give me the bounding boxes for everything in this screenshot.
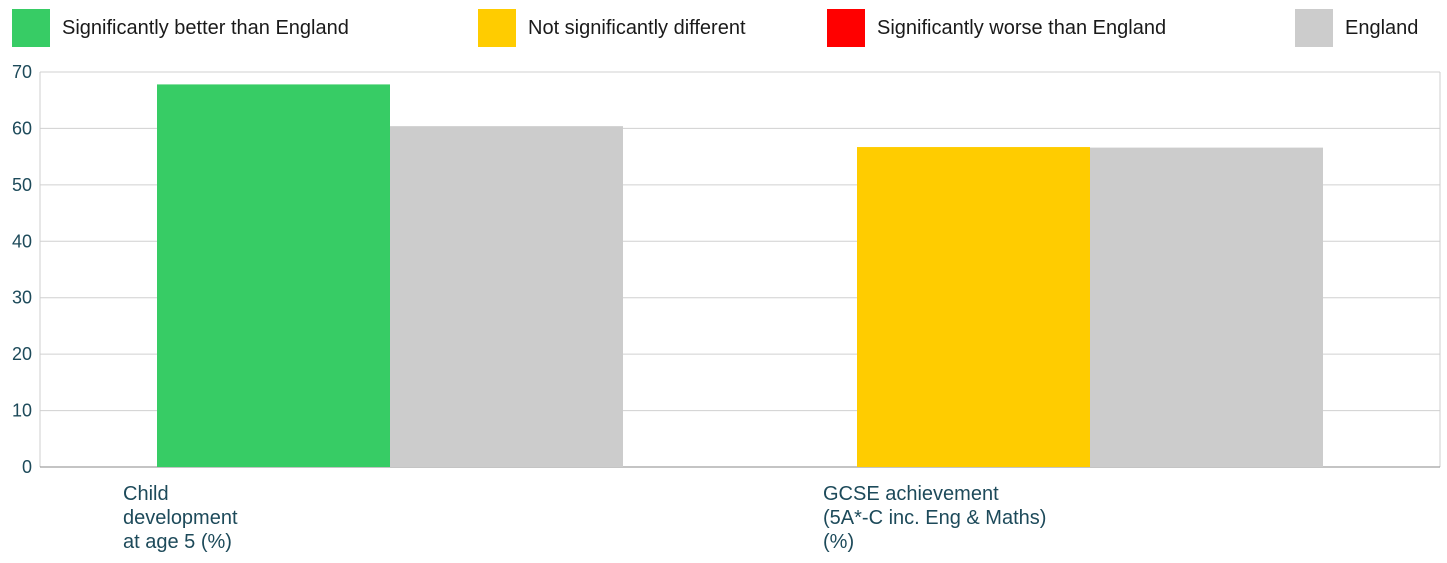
legend-label-england: England: [1345, 16, 1419, 39]
y-tick-label: 0: [22, 457, 32, 477]
bar: [1090, 147, 1323, 467]
y-tick-label: 70: [12, 62, 32, 82]
category-label-line: GCSE achievement: [823, 483, 999, 505]
category-label: GCSE achievement (5A*-C inc. Eng & Maths)…: [823, 483, 1046, 553]
legend-item-worse: Significantly worse than England: [827, 8, 1166, 48]
category-label-line: at age 5 (%): [123, 531, 232, 553]
y-tick-label: 50: [12, 175, 32, 195]
category-label-line: (%): [823, 531, 854, 553]
legend-label-not-different: Not significantly different: [528, 16, 746, 39]
legend-item-better: Significantly better than England: [12, 8, 349, 48]
legend-item-england: England: [1295, 8, 1418, 48]
category-label-line: Child: [123, 483, 169, 505]
legend-swatch-england: [1295, 9, 1333, 47]
category-label-line: (5A*-C inc. Eng & Maths): [823, 507, 1046, 529]
bar: [857, 147, 1090, 468]
legend-label-worse: Significantly worse than England: [877, 16, 1167, 39]
legend-swatch-not-different: [478, 9, 516, 47]
category-label: Child development at age 5 (%): [123, 483, 238, 553]
bar: [390, 126, 623, 468]
y-tick-label: 60: [12, 118, 32, 138]
category-label-line: development: [123, 507, 238, 529]
bar: [157, 84, 390, 468]
legend-label-better: Significantly better than England: [62, 16, 349, 39]
y-tick-label: 10: [12, 401, 32, 421]
y-tick-label: 30: [12, 288, 32, 308]
legend-swatch-better: [12, 9, 50, 47]
chart-legend: Significantly better than England Not si…: [0, 0, 1447, 52]
legend-swatch-worse: [827, 9, 865, 47]
legend-item-not-different: Not significantly different: [478, 8, 746, 48]
y-tick-label: 40: [12, 231, 32, 251]
y-tick-label: 20: [12, 344, 32, 364]
